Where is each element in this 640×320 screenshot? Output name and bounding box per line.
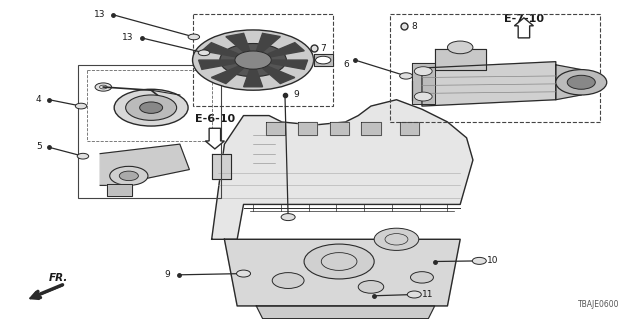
FancyArrow shape xyxy=(515,18,534,38)
Text: 9: 9 xyxy=(164,270,170,279)
Circle shape xyxy=(410,272,433,283)
Circle shape xyxy=(77,153,89,159)
Polygon shape xyxy=(330,122,349,135)
Polygon shape xyxy=(225,239,460,306)
Polygon shape xyxy=(399,122,419,135)
Polygon shape xyxy=(298,122,317,135)
Circle shape xyxy=(125,95,177,120)
Polygon shape xyxy=(212,100,473,239)
Circle shape xyxy=(399,73,412,79)
Circle shape xyxy=(407,291,421,298)
Circle shape xyxy=(188,34,200,40)
Text: 12: 12 xyxy=(414,98,426,107)
Circle shape xyxy=(220,44,286,77)
Polygon shape xyxy=(266,122,285,135)
Polygon shape xyxy=(556,65,581,100)
Polygon shape xyxy=(257,33,280,52)
Polygon shape xyxy=(226,33,250,52)
Circle shape xyxy=(119,171,138,180)
Circle shape xyxy=(414,92,432,101)
Polygon shape xyxy=(244,69,262,87)
Polygon shape xyxy=(412,63,435,105)
Polygon shape xyxy=(256,306,435,319)
Circle shape xyxy=(472,257,486,264)
Circle shape xyxy=(556,69,607,95)
Circle shape xyxy=(272,273,304,288)
Circle shape xyxy=(567,75,595,89)
Circle shape xyxy=(358,281,384,293)
Circle shape xyxy=(109,166,148,185)
Circle shape xyxy=(316,56,331,64)
Bar xyxy=(193,14,333,106)
Circle shape xyxy=(235,51,271,69)
Text: 13: 13 xyxy=(122,33,134,42)
Circle shape xyxy=(114,89,188,126)
Bar xyxy=(390,14,600,122)
Bar xyxy=(88,69,212,141)
Text: 9: 9 xyxy=(293,91,299,100)
Circle shape xyxy=(414,67,432,76)
Text: 4: 4 xyxy=(36,95,42,104)
Polygon shape xyxy=(202,43,238,57)
Circle shape xyxy=(95,83,111,91)
Text: 13: 13 xyxy=(93,10,105,19)
Polygon shape xyxy=(212,154,231,179)
Circle shape xyxy=(76,103,87,109)
Polygon shape xyxy=(198,60,235,69)
Polygon shape xyxy=(263,66,295,84)
Text: 7: 7 xyxy=(320,44,326,53)
Polygon shape xyxy=(435,49,486,69)
Polygon shape xyxy=(362,122,381,135)
Circle shape xyxy=(193,30,314,90)
Polygon shape xyxy=(271,60,308,69)
Text: 5: 5 xyxy=(36,142,42,151)
Text: E-7-10: E-7-10 xyxy=(504,14,544,24)
Circle shape xyxy=(304,244,374,279)
Circle shape xyxy=(374,228,419,251)
Text: E-6-10: E-6-10 xyxy=(195,114,235,124)
Circle shape xyxy=(237,270,250,277)
FancyArrow shape xyxy=(205,128,225,149)
Polygon shape xyxy=(422,62,556,106)
Circle shape xyxy=(447,41,473,54)
Text: 11: 11 xyxy=(422,290,433,299)
Circle shape xyxy=(281,214,295,220)
Bar xyxy=(78,65,221,198)
Text: 6: 6 xyxy=(343,60,349,69)
Text: FR.: FR. xyxy=(49,273,68,283)
Polygon shape xyxy=(268,43,304,57)
Text: TBAJE0600: TBAJE0600 xyxy=(578,300,620,309)
Polygon shape xyxy=(106,184,132,196)
Text: 8: 8 xyxy=(411,22,417,31)
Polygon shape xyxy=(211,66,243,84)
Circle shape xyxy=(140,102,163,113)
Polygon shape xyxy=(100,144,189,185)
Text: 10: 10 xyxy=(487,256,499,265)
Circle shape xyxy=(198,50,210,56)
Polygon shape xyxy=(314,54,333,67)
